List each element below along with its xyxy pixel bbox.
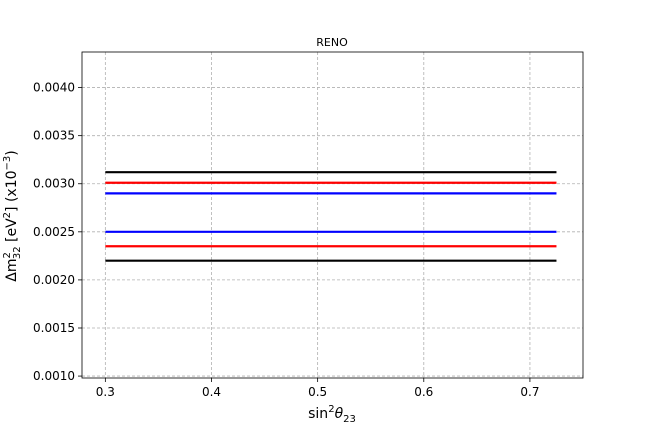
- series-layer: [105, 171, 557, 262]
- y-label-sup2: 2: [2, 212, 13, 218]
- x-axis-label: sin2θ23: [308, 404, 356, 425]
- x-tick-label: 0.6: [414, 385, 433, 399]
- y-axis: 0.0010 0.0015 0.0020 0.0025 0.0030 0.0035 0.00…: [33, 81, 82, 383]
- y-label-close: ): [4, 150, 20, 155]
- x-tick-label: 0.7: [520, 385, 539, 399]
- y-label-sub: 32: [12, 246, 23, 259]
- y-tick-label: 0.0025: [33, 225, 75, 239]
- y-tick-label: 0.0040: [33, 81, 75, 95]
- y-tick-label: 0.0030: [33, 177, 75, 191]
- x-label-sub: 23: [343, 414, 356, 425]
- grid: [82, 52, 583, 378]
- x-tick-label: 0.3: [96, 385, 115, 399]
- y-label-open: [eV: [4, 218, 20, 247]
- y-tick-label: 0.0015: [33, 321, 75, 335]
- plot-frame: [81, 51, 584, 379]
- y-label-mid: ] (x10: [4, 170, 20, 211]
- y-label-sup1: 2: [2, 252, 13, 258]
- y-label-delta: Δm: [4, 259, 20, 282]
- x-label-theta: θ: [335, 406, 344, 422]
- y-label-sup3: −3: [2, 156, 13, 171]
- chart-title: RENO: [316, 36, 348, 49]
- x-tick-label: 0.4: [202, 385, 221, 399]
- x-tick-label: 0.5: [308, 385, 327, 399]
- x-label-sup: 2: [328, 404, 334, 415]
- y-axis-label: Δm232 [eV2] (x10−3): [2, 150, 23, 282]
- y-tick-label: 0.0010: [33, 369, 75, 383]
- y-tick-label: 0.0020: [33, 273, 75, 287]
- x-axis: 0.3 0.4 0.5 0.6 0.7: [96, 378, 539, 399]
- x-label-sin: sin: [308, 406, 328, 422]
- y-tick-label: 0.0035: [33, 129, 75, 143]
